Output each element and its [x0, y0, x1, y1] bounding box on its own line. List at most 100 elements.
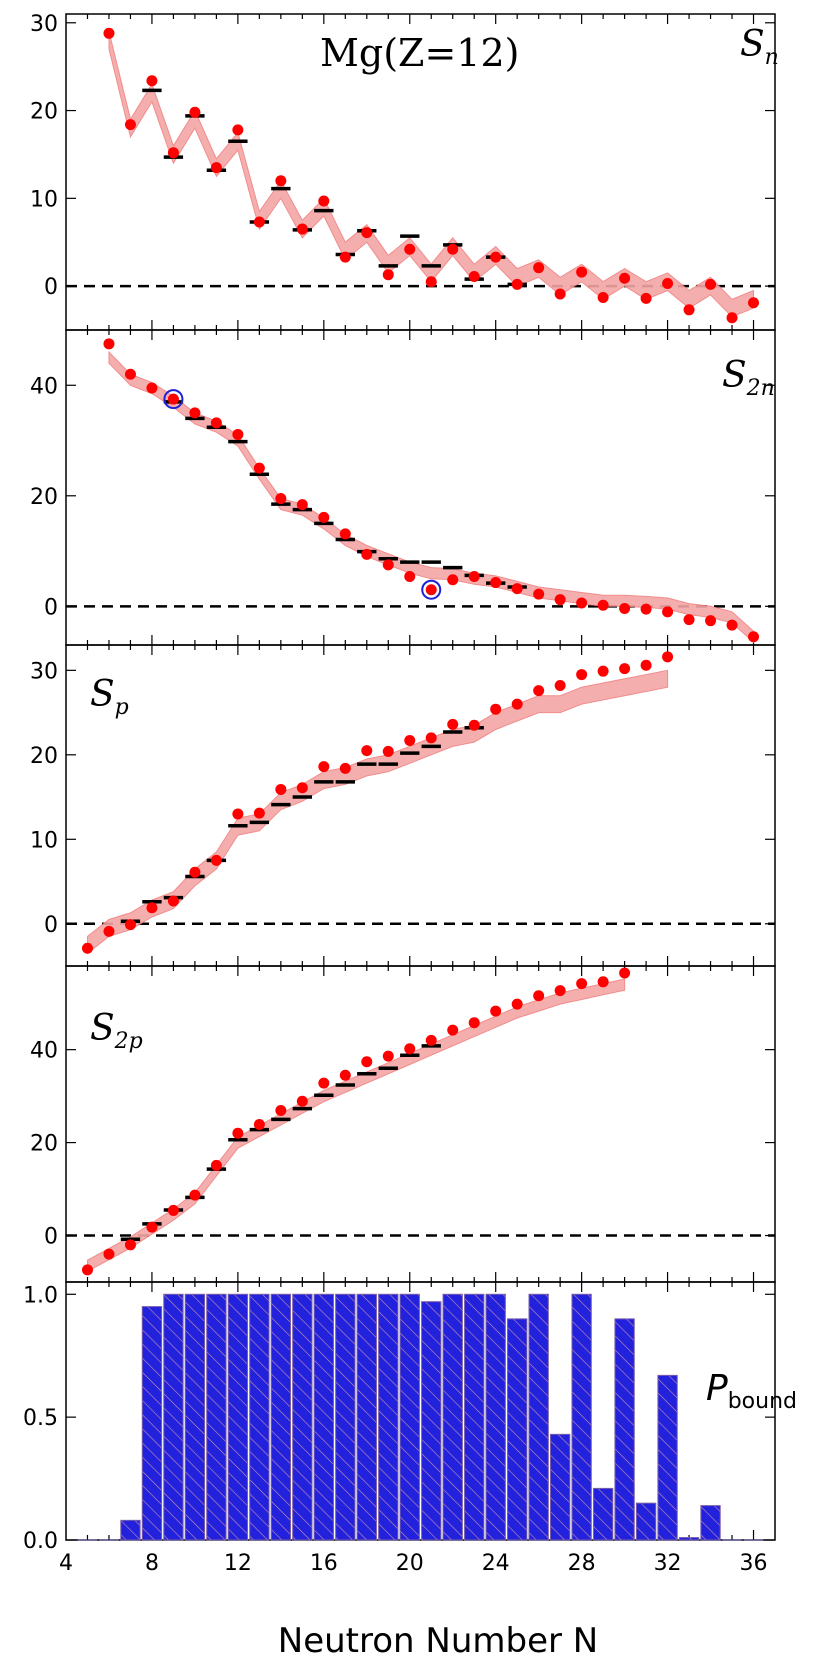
prediction-point — [404, 734, 416, 746]
prediction-point — [189, 106, 201, 118]
prediction-point — [640, 603, 652, 615]
prediction-point — [296, 499, 308, 511]
prediction-point — [146, 902, 158, 914]
panel-s2n: 0 20 40 — [30, 329, 776, 646]
prediction-point — [748, 297, 760, 309]
panel-label-pbound: Pbound — [706, 1368, 797, 1414]
prediction-point — [662, 651, 674, 663]
prediction-point — [447, 574, 459, 586]
x-tick-label: 24 — [482, 1551, 510, 1576]
prediction-point — [425, 1034, 437, 1046]
prediction-point — [619, 603, 631, 615]
panel-label-sp: Sp — [90, 674, 129, 720]
prediction-point — [597, 665, 609, 677]
prediction-point — [210, 854, 222, 866]
prediction-point — [339, 1069, 351, 1081]
prediction-point — [726, 619, 738, 631]
prediction-point — [275, 175, 287, 187]
bar — [592, 1487, 614, 1541]
bar — [678, 1537, 700, 1541]
y-tick-label: 20 — [30, 100, 58, 125]
x-tick-label: 32 — [654, 1551, 682, 1576]
prediction-point — [468, 1017, 480, 1029]
y-tick-label: 30 — [30, 659, 58, 684]
prediction-point — [404, 243, 416, 255]
prediction-point — [232, 1127, 244, 1139]
y-tick-label: 0 — [44, 913, 58, 938]
bar — [464, 1293, 485, 1541]
prediction-point — [382, 745, 394, 757]
prediction-point — [275, 1105, 287, 1117]
bar — [206, 1293, 227, 1541]
y-tick-label: 10 — [30, 187, 58, 212]
prediction-point — [533, 685, 545, 697]
prediction-point — [468, 719, 480, 731]
bar — [571, 1293, 592, 1541]
panel-label-sn: Sn — [740, 24, 779, 70]
bar — [249, 1293, 270, 1541]
prediction-point — [167, 1204, 179, 1216]
prediction-point — [576, 669, 588, 681]
prediction-point — [533, 262, 545, 274]
y-tick-label: 0 — [44, 1225, 58, 1250]
prediction-point — [447, 243, 459, 255]
prediction-point — [640, 292, 652, 304]
bar — [141, 1306, 163, 1541]
prediction-point — [425, 276, 437, 288]
prediction-point — [619, 967, 631, 979]
prediction-point — [533, 990, 545, 1002]
bar — [657, 1374, 678, 1541]
bar — [507, 1318, 528, 1541]
panel-frame — [65, 1281, 776, 1541]
panel-frame — [65, 329, 776, 646]
highlight-circle — [421, 579, 442, 600]
prediction-point — [124, 919, 136, 931]
prediction-point — [146, 75, 158, 87]
highlight-circle — [163, 389, 184, 410]
y-tick-label: 20 — [30, 744, 58, 769]
prediction-point — [253, 462, 265, 474]
y-tick-label: 40 — [30, 1039, 58, 1064]
y-tick-label: 20 — [30, 485, 58, 510]
x-tick-label: 20 — [396, 1551, 424, 1576]
y-tick-label: 30 — [30, 12, 58, 37]
prediction-point — [103, 27, 115, 39]
prediction-point — [382, 269, 394, 281]
prediction-point — [619, 663, 631, 675]
prediction-point — [425, 584, 437, 596]
prediction-point — [189, 407, 201, 419]
prediction-point — [275, 493, 287, 505]
prediction-point — [404, 1043, 416, 1055]
x-tick-label: 4 — [59, 1551, 73, 1576]
prediction-point — [404, 570, 416, 582]
prediction-point — [554, 680, 566, 692]
bar — [163, 1293, 184, 1541]
prediction-point — [640, 659, 652, 671]
bar — [635, 1502, 657, 1541]
bar — [292, 1293, 313, 1541]
bar — [549, 1433, 571, 1541]
bar — [227, 1293, 249, 1541]
prediction-point — [318, 195, 330, 207]
x-tick-label: 16 — [310, 1551, 338, 1576]
prediction-point — [683, 614, 695, 626]
prediction-point — [554, 985, 566, 997]
prediction-point — [361, 227, 373, 239]
y-tick-label: 20 — [30, 1132, 58, 1157]
prediction-point — [232, 124, 244, 136]
x-axis-label: Neutron Number N — [278, 1621, 598, 1661]
prediction-point — [146, 382, 158, 394]
prediction-point — [339, 762, 351, 774]
prediction-point — [253, 807, 265, 819]
prediction-point — [468, 270, 480, 282]
prediction-point — [425, 732, 437, 744]
prediction-point — [232, 808, 244, 820]
x-tick-label: 28 — [568, 1551, 596, 1576]
panel-pbound: 0.0 0.5 1.0 4 8 12 16 20 24 28 32 36 — [23, 1281, 776, 1576]
prediction-point — [81, 942, 93, 954]
y-tick-label: 40 — [30, 374, 58, 399]
prediction-point — [296, 223, 308, 235]
prediction-point — [683, 304, 695, 316]
prediction-point — [490, 577, 502, 589]
